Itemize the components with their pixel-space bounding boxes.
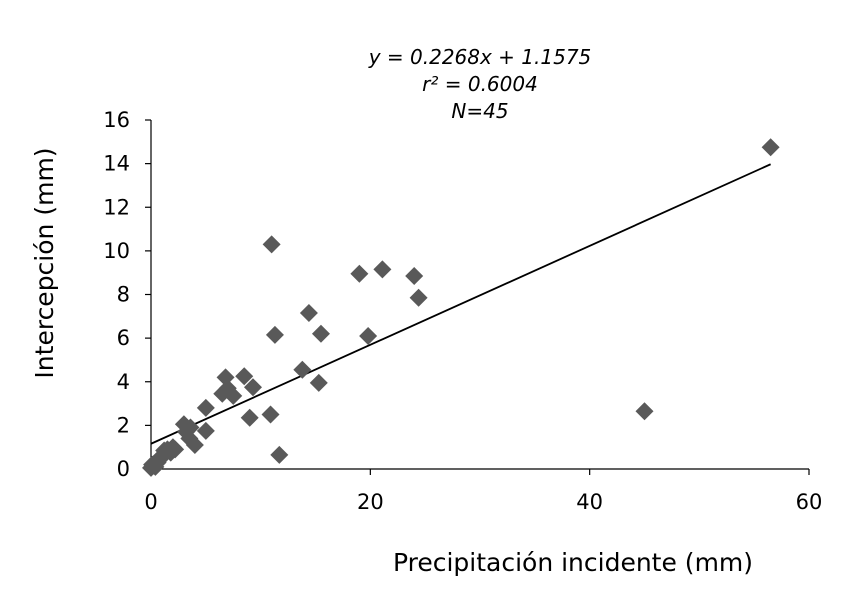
data-point (243, 378, 262, 397)
x-tick-label: 0 (144, 490, 157, 514)
data-point (350, 264, 369, 283)
sample-size-text: N=45 (451, 99, 508, 123)
data-point (311, 324, 330, 343)
y-tick-label: 8 (117, 283, 130, 307)
data-point (196, 421, 215, 440)
x-axis-title: Precipitación incidente (mm) (393, 548, 753, 577)
equation-text: y = 0.2268x + 1.1575 (368, 45, 592, 69)
y-axis: 0 2 4 6 8 10 12 14 16 (103, 108, 152, 481)
y-axis-title: Intercepción (mm) (30, 147, 59, 378)
y-tick-label: 16 (103, 108, 130, 132)
data-point (635, 402, 654, 421)
data-point (405, 266, 424, 285)
data-point (185, 436, 204, 455)
data-point (224, 386, 243, 405)
y-tick-label: 4 (117, 370, 130, 394)
y-tick-label: 14 (103, 152, 130, 176)
data-points (142, 138, 780, 477)
r-squared-text: r² = 0.6004 (422, 72, 538, 96)
data-point (240, 408, 259, 427)
equation-annotation: y = 0.2268x + 1.1575 r² = 0.6004 N=45 (368, 45, 592, 123)
data-point (270, 445, 289, 464)
x-tick-label: 60 (796, 490, 823, 514)
data-point (265, 325, 284, 344)
data-point (309, 373, 328, 392)
trendline (150, 163, 771, 445)
data-point (373, 260, 392, 279)
data-point (359, 326, 378, 345)
y-tick-label: 10 (103, 239, 130, 263)
x-tick-label: 20 (357, 490, 384, 514)
data-point (761, 138, 780, 157)
y-tick-label: 0 (117, 457, 130, 481)
x-axis: 0 20 40 60 (144, 468, 823, 514)
data-point (235, 367, 254, 386)
data-point (181, 418, 200, 437)
data-point (261, 405, 280, 424)
y-tick-label: 6 (117, 326, 130, 350)
data-point (163, 438, 182, 457)
data-point (409, 288, 428, 307)
data-point (293, 360, 312, 379)
data-point (196, 398, 215, 417)
data-point (299, 304, 318, 323)
data-point (262, 235, 281, 254)
x-tick-label: 40 (576, 490, 603, 514)
y-tick-label: 12 (103, 195, 130, 219)
y-tick-label: 2 (117, 413, 130, 437)
